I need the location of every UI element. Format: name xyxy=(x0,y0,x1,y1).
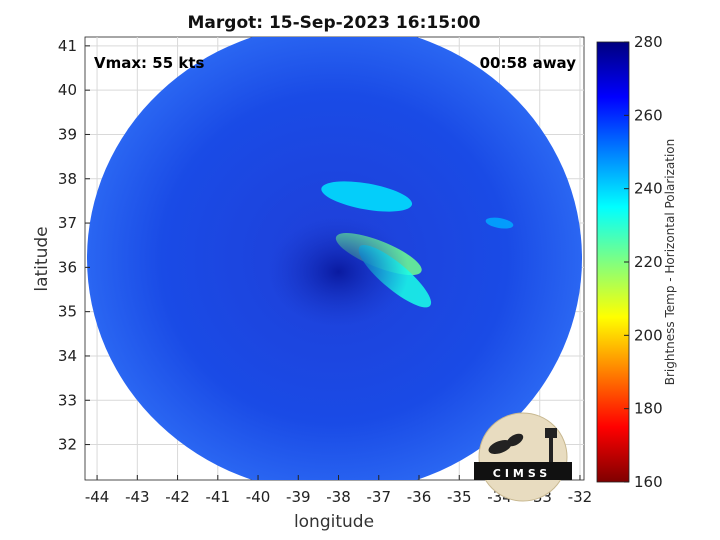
x-tick-label: -38 xyxy=(326,488,351,506)
y-tick-label: 33 xyxy=(58,391,77,409)
colorbar-tick-label: 260 xyxy=(634,106,663,124)
y-axis: 32 33 34 35 36 37 38 39 40 41 xyxy=(58,37,90,454)
colorbar-tick-label: 280 xyxy=(634,33,663,51)
x-tick-label: -43 xyxy=(125,488,150,506)
bright-band xyxy=(485,217,514,229)
x-tick-label: -42 xyxy=(165,488,190,506)
vmax-annotation: Vmax: 55 kts xyxy=(94,54,204,72)
x-tick-label: -37 xyxy=(367,488,392,506)
x-tick-label: -39 xyxy=(286,488,311,506)
y-tick-label: 34 xyxy=(58,347,77,365)
x-tick-label: -40 xyxy=(246,488,271,506)
y-tick-label: 35 xyxy=(58,303,77,321)
y-tick-label: 39 xyxy=(58,125,77,143)
x-axis-label: longitude xyxy=(294,512,374,532)
storm-center xyxy=(268,216,409,327)
colorbar-tick-label: 180 xyxy=(634,400,663,418)
y-tick-label: 40 xyxy=(58,81,77,99)
logo-text: CIMSS xyxy=(493,467,551,480)
x-tick-label: -41 xyxy=(206,488,231,506)
y-axis-label: latitude xyxy=(32,226,52,291)
y-tick-label: 32 xyxy=(58,436,77,454)
x-tick-label: -36 xyxy=(407,488,432,506)
x-tick-label: -35 xyxy=(447,488,472,506)
colorbar-tick-label: 240 xyxy=(634,180,663,198)
time-away-annotation: 00:58 away xyxy=(480,54,577,72)
cimss-logo: CIMSS xyxy=(474,412,572,502)
y-tick-label: 37 xyxy=(58,214,77,232)
y-tick-label: 41 xyxy=(58,37,77,55)
colorbar-tick-label: 200 xyxy=(634,326,663,344)
y-tick-label: 36 xyxy=(58,258,77,276)
colorbar-tick-label: 220 xyxy=(634,253,663,271)
chart-title: Margot: 15-Sep-2023 16:15:00 xyxy=(188,13,481,33)
y-tick-label: 38 xyxy=(58,170,77,188)
x-tick-label: -32 xyxy=(568,488,593,506)
colorbar-tick-label: 160 xyxy=(634,473,663,491)
bright-band xyxy=(321,181,413,212)
colorbar-ticks: 160 180 200 220 240 260 280 xyxy=(624,33,663,491)
x-tick-label: -44 xyxy=(85,488,110,506)
x-axis: -44-43-42-41-40-39-38-37-36-35-34-33-32 xyxy=(85,475,592,506)
colorbar-label: Brightness Temp - Horizontal Polarizatio… xyxy=(663,139,677,386)
swath-image xyxy=(87,37,582,480)
colorbar xyxy=(596,41,630,483)
